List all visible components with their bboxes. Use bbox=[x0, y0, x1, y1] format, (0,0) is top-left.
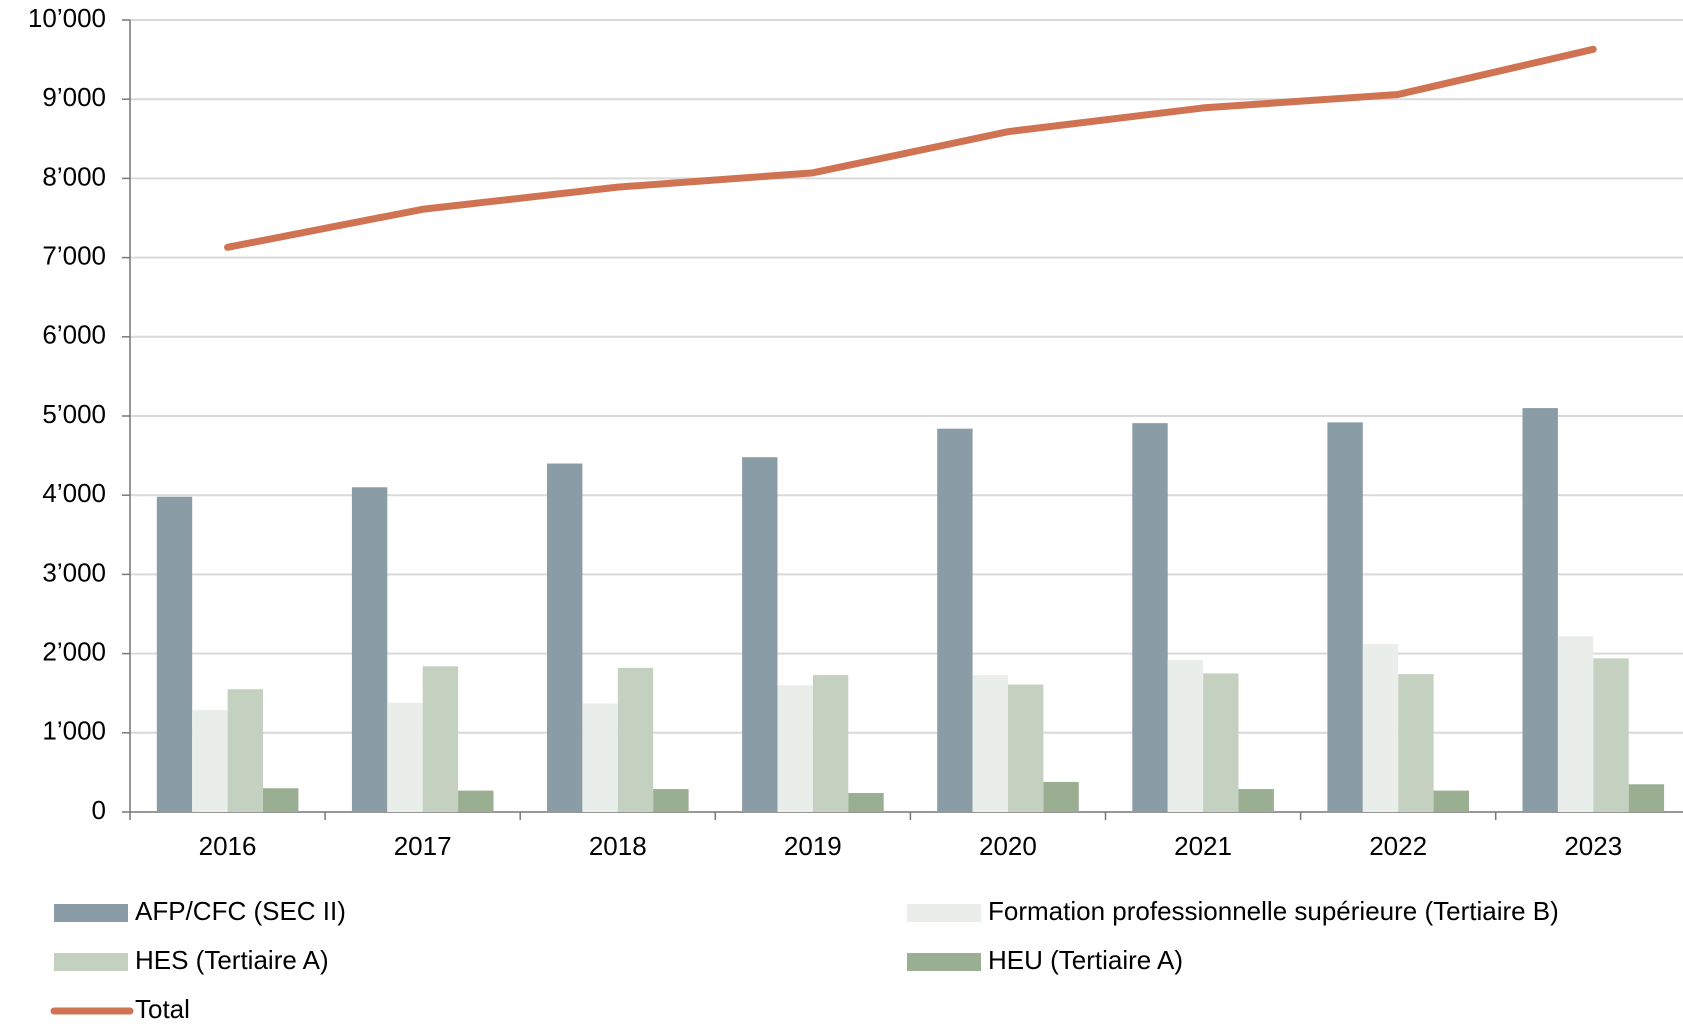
x-tick-label: 2021 bbox=[1174, 831, 1232, 861]
bar bbox=[972, 674, 1008, 812]
legend-label: HEU (Tertiaire A) bbox=[988, 945, 1183, 975]
y-tick-label: 10’000 bbox=[28, 3, 106, 33]
bar bbox=[192, 709, 228, 812]
bar bbox=[742, 457, 778, 812]
x-tick-label: 2019 bbox=[784, 831, 842, 861]
y-tick-label: 2’000 bbox=[42, 636, 106, 666]
bar bbox=[1132, 423, 1168, 812]
bar bbox=[777, 685, 813, 812]
legend-label: Total bbox=[135, 994, 190, 1024]
bar bbox=[1238, 789, 1274, 812]
legend-label: HES (Tertiaire A) bbox=[135, 945, 329, 975]
y-tick-label: 8’000 bbox=[42, 161, 106, 191]
bar bbox=[1398, 674, 1434, 812]
bar bbox=[1167, 659, 1204, 812]
y-tick-label: 5’000 bbox=[42, 399, 106, 429]
bar bbox=[547, 463, 583, 812]
bar bbox=[582, 703, 618, 812]
bar bbox=[1043, 781, 1079, 812]
x-tick-label: 2022 bbox=[1369, 831, 1427, 861]
bar bbox=[1203, 673, 1239, 812]
legend-swatch bbox=[54, 904, 128, 922]
x-tick-label: 2020 bbox=[979, 831, 1037, 861]
bar bbox=[351, 487, 388, 812]
line bbox=[224, 45, 1597, 251]
y-tick-label: 9’000 bbox=[42, 82, 106, 112]
x-tick-label: 2017 bbox=[394, 831, 452, 861]
bar bbox=[458, 790, 494, 812]
y-tick-label: 0 bbox=[92, 795, 106, 825]
bar bbox=[387, 702, 423, 812]
y-tick-label: 7’000 bbox=[42, 240, 106, 270]
x-tick-label: 2016 bbox=[199, 831, 257, 861]
bar bbox=[1593, 658, 1629, 812]
legend-swatch bbox=[907, 953, 981, 971]
legend-label: Formation professionnelle supérieure (Te… bbox=[988, 896, 1559, 926]
bar bbox=[617, 667, 654, 812]
bar bbox=[1557, 636, 1594, 812]
bar bbox=[263, 788, 299, 812]
bar bbox=[156, 496, 193, 812]
bar bbox=[227, 689, 263, 812]
bar bbox=[1433, 790, 1469, 812]
bar bbox=[848, 792, 884, 812]
x-tick-label: 2023 bbox=[1564, 831, 1622, 861]
legend-swatch bbox=[907, 904, 981, 922]
legend-label: AFP/CFC (SEC II) bbox=[135, 896, 346, 926]
bar bbox=[1362, 644, 1399, 812]
bar bbox=[653, 789, 689, 812]
y-tick-label: 6’000 bbox=[42, 320, 106, 350]
bar bbox=[812, 674, 849, 812]
bar bbox=[1008, 684, 1044, 812]
y-tick-label: 3’000 bbox=[42, 557, 106, 587]
y-tick-label: 4’000 bbox=[42, 478, 106, 508]
bar bbox=[1327, 422, 1363, 812]
bar bbox=[1522, 408, 1558, 812]
bar bbox=[422, 666, 459, 812]
x-tick-label: 2018 bbox=[589, 831, 647, 861]
y-tick-label: 1’000 bbox=[42, 716, 106, 746]
bar bbox=[937, 428, 973, 812]
legend-swatch bbox=[54, 953, 128, 971]
bar bbox=[1628, 784, 1665, 812]
